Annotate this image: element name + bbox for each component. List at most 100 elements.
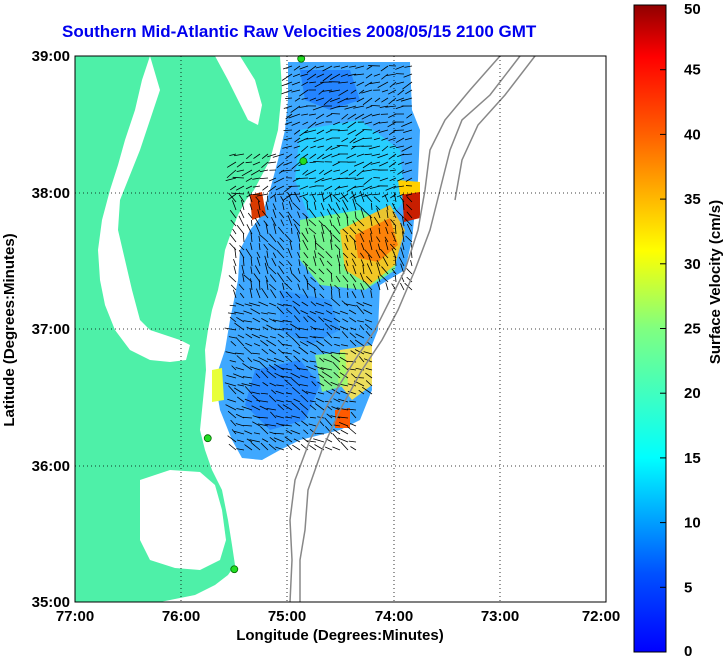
velocity-arrow [340, 65, 349, 69]
velocity-arrow [228, 275, 237, 283]
velocity-arrow [289, 267, 293, 275]
velocity-arrow [315, 113, 325, 120]
velocity-arrow [249, 203, 253, 211]
velocity-arrow [227, 398, 237, 403]
velocity-arrow [234, 311, 245, 315]
velocity-arrow [332, 224, 341, 235]
velocity-arrow [309, 113, 317, 116]
velocity-arrow [313, 438, 325, 443]
velocity-arrow [347, 426, 357, 435]
delaware-bay [215, 56, 262, 125]
velocity-arrow [302, 196, 309, 203]
velocity-arrow [388, 113, 397, 118]
velocity-arrow [339, 372, 349, 379]
velocity-arrow [349, 332, 357, 339]
velocity-arrow [356, 153, 365, 157]
velocity-arrow [363, 351, 373, 355]
velocity-arrow [401, 153, 413, 156]
velocity-arrow [281, 351, 293, 355]
velocity-arrow [315, 397, 325, 403]
velocity-arrow [394, 275, 397, 283]
velocity-arrow [330, 415, 341, 419]
velocity-arrow [365, 368, 373, 371]
velocity-arrow [402, 81, 413, 90]
gridlines [75, 56, 606, 602]
velocity-arrow [283, 161, 293, 166]
velocity-arrow [265, 222, 269, 235]
velocity-arrow [347, 73, 357, 77]
velocity-arrow [361, 386, 373, 395]
velocity-arrow [260, 442, 269, 451]
velocity-arrow [363, 193, 373, 197]
velocity-arrow [228, 336, 237, 339]
velocity-arrow [236, 448, 245, 451]
velocity-arrow [270, 336, 277, 339]
velocity-arrow [258, 243, 261, 251]
velocity-arrow [405, 177, 413, 182]
velocity-arrow [313, 336, 325, 339]
velocity-arrow [379, 177, 389, 182]
velocity-arrow [375, 249, 381, 259]
velocity-arrow [347, 390, 357, 395]
velocity-arrow [360, 289, 365, 299]
velocity-arrow [378, 227, 381, 235]
velocity-arrow [293, 169, 301, 172]
velocity-arrow [340, 429, 349, 435]
velocity-arrows [224, 65, 413, 451]
velocity-arrow [297, 251, 301, 259]
velocity-arrow [358, 356, 365, 363]
velocity-arrow [389, 177, 397, 182]
velocity-arrow [313, 256, 317, 267]
velocity-arrow [245, 248, 253, 259]
velocity-arrow [291, 378, 301, 387]
velocity-arrow [258, 279, 261, 291]
velocity-arrow [280, 424, 293, 427]
velocity-arrow [284, 233, 293, 243]
velocity-arrow [341, 364, 349, 371]
velocity-arrow [284, 355, 293, 363]
velocity-arrow [334, 193, 341, 196]
velocity-arrow [226, 161, 237, 168]
velocity-arrow [250, 308, 261, 315]
velocity-arrow [276, 161, 285, 169]
velocity-arrow [297, 268, 301, 275]
velocity-arrow [319, 169, 325, 175]
velocity-arrow [243, 424, 253, 427]
velocity-arrow [232, 176, 245, 179]
velocity-arrow [385, 185, 397, 191]
velocity-arrow [321, 177, 333, 182]
velocity-arrow [250, 232, 253, 243]
velocity-arrow [239, 194, 245, 203]
velocity-arrow [282, 404, 293, 411]
velocity-arrow [326, 413, 333, 419]
velocity-arrow [323, 318, 333, 323]
velocity-arrow [376, 281, 381, 291]
velocity-arrow [406, 276, 413, 283]
velocity-arrow [279, 237, 285, 243]
velocity-arrow [238, 249, 245, 259]
velocity-arrow [369, 185, 381, 190]
velocity-arrow [323, 358, 333, 363]
velocity-arrow [276, 399, 285, 403]
velocity-arrow [245, 177, 253, 182]
velocity-arrow [360, 259, 365, 267]
velocity-arrow [242, 416, 253, 419]
velocity-arrow [252, 352, 261, 355]
velocity-arrow [402, 231, 405, 243]
velocity-arrow [332, 446, 341, 451]
velocity-arrow [281, 89, 293, 95]
velocity-arrow [242, 257, 245, 267]
velocity-arrow [347, 129, 357, 135]
velocity-arrow [389, 243, 397, 251]
velocity-arrow [241, 406, 253, 411]
velocity-arrow [267, 312, 277, 315]
velocity-arrow [347, 383, 357, 387]
velocity-arrow [361, 113, 373, 120]
velocity-arrow [384, 194, 389, 203]
velocity-arrow [225, 404, 237, 411]
velocity-arrow [344, 105, 357, 110]
velocity-arrow [273, 177, 285, 184]
velocity-arrow [245, 333, 253, 339]
velocity-arrow [305, 391, 317, 395]
velocity-arrow [405, 89, 413, 95]
